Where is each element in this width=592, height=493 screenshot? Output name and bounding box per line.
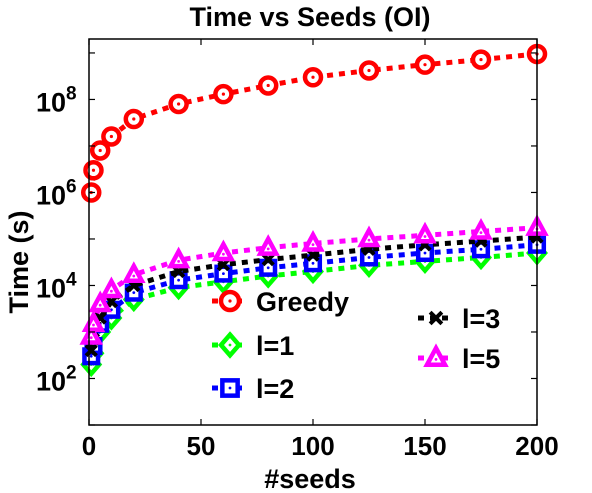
- series-marker: [218, 289, 242, 313]
- series-marker: [220, 378, 240, 398]
- legend-item: l=5: [418, 343, 500, 374]
- series-marker: [257, 75, 279, 96]
- series-marker: [83, 160, 104, 181]
- series-marker: [414, 54, 436, 75]
- series-marker: [122, 261, 146, 284]
- legend: Greedy l=1 l=2 l=3 l=5: [212, 287, 500, 404]
- legend-item: l=2: [212, 374, 294, 404]
- legend-item: l=1: [212, 331, 294, 361]
- x-tick-label: 0: [82, 431, 96, 461]
- series-marker: [470, 49, 492, 70]
- series-marker: [123, 108, 145, 130]
- series-marker: [261, 252, 275, 267]
- y-tick-label: 102: [36, 362, 77, 396]
- legend-label: l=1: [256, 331, 294, 361]
- series-marker: [211, 239, 236, 262]
- y-tick-label: 104: [36, 269, 77, 303]
- series-marker: [302, 67, 324, 88]
- series-marker: [213, 83, 234, 105]
- series-marker: [79, 322, 104, 345]
- series-marker: [357, 225, 381, 248]
- legend-label: l=3: [462, 304, 500, 334]
- x-tick-label: 50: [187, 431, 216, 461]
- x-axis-label: #seeds: [264, 464, 356, 493]
- x-tick-label: 200: [515, 431, 558, 461]
- series-marker: [413, 221, 437, 244]
- series-marker: [88, 290, 112, 313]
- x-tick-label: 150: [403, 431, 446, 461]
- series-marker: [423, 343, 449, 367]
- y-tick-label: 106: [36, 176, 77, 210]
- legend-label: l=2: [256, 374, 294, 404]
- series-marker: [99, 276, 124, 299]
- y-axis-label: Time (s): [4, 210, 34, 313]
- legend-label: l=5: [462, 344, 500, 374]
- series-marker: [358, 60, 380, 81]
- legend-label: Greedy: [256, 287, 349, 317]
- series-marker: [301, 229, 325, 252]
- series-marker: [428, 310, 444, 326]
- series-marker: [101, 126, 122, 147]
- axis-ticks: 0 50 100 150 200 102 104 106 108: [36, 39, 559, 461]
- y-tick-label: 108: [36, 83, 77, 117]
- series-marker: [256, 234, 280, 256]
- series-marker: [168, 93, 189, 115]
- series-marker: [166, 246, 191, 269]
- series-marker: [218, 331, 242, 359]
- series-greedy: [80, 43, 548, 203]
- chart-title: Time vs Seeds (OI): [189, 2, 430, 32]
- series-marker: [469, 217, 493, 240]
- legend-item: l=3: [418, 304, 500, 334]
- series-marker: [84, 343, 98, 358]
- x-tick-label: 100: [291, 431, 334, 461]
- legend-item: Greedy: [212, 287, 349, 317]
- series-marker: [89, 140, 111, 161]
